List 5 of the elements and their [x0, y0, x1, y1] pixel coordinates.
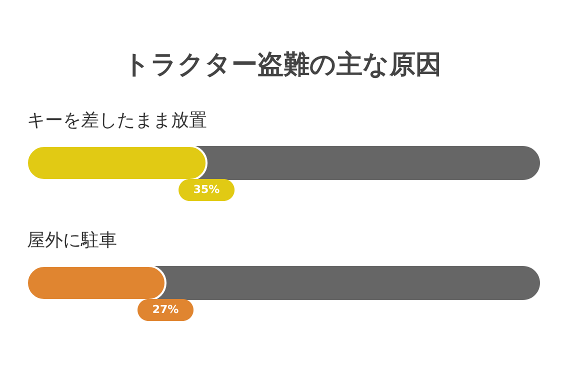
chart-title: トラクター盗難の主な原因 [124, 50, 442, 80]
y-tick-label: 屋外に駐車 [27, 230, 117, 251]
data-label: 27% [152, 303, 179, 316]
y-tick-label: キーを差したまま放置 [27, 110, 207, 131]
data-label: 35% [193, 183, 220, 196]
